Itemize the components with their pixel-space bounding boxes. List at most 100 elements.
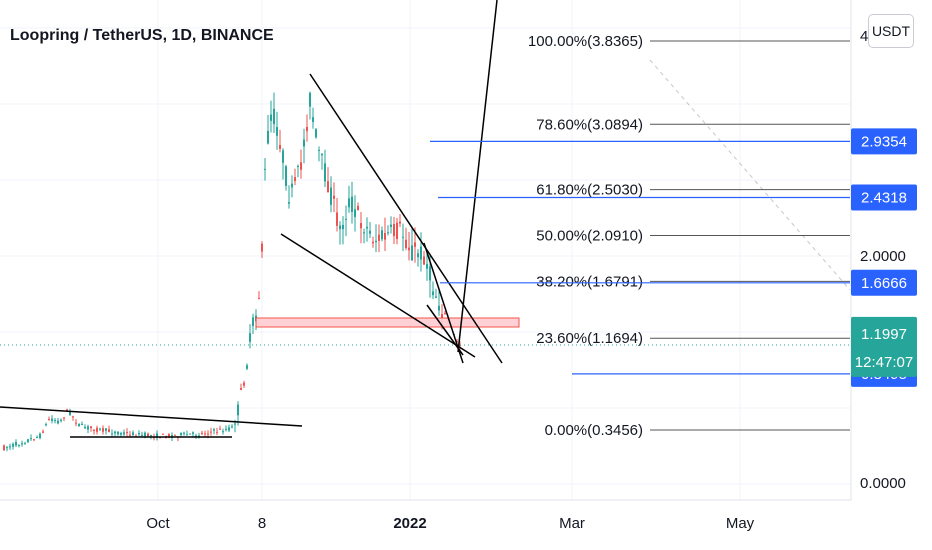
candle-body — [363, 232, 365, 234]
candle-body — [9, 446, 11, 448]
candle-body — [456, 340, 458, 343]
candle-body — [219, 428, 221, 430]
candle-body — [225, 428, 227, 430]
candle-body — [432, 291, 434, 296]
candle-body — [213, 429, 215, 431]
price-lines — [430, 140, 850, 375]
candle-body — [54, 420, 56, 422]
time-axis-tick-label: Oct — [146, 515, 170, 532]
candle-body — [114, 431, 116, 434]
inner-wedge-upper-line — [423, 242, 464, 364]
candle-body — [105, 428, 107, 431]
candle-body — [324, 163, 326, 182]
candle-body — [237, 404, 239, 416]
price-line-badge — [851, 128, 917, 155]
candle-body — [273, 108, 275, 125]
candle-body — [21, 443, 23, 445]
fib-level-label: 78.60%(3.0894) — [536, 116, 643, 133]
candle-body — [414, 242, 416, 247]
candle-body — [303, 139, 305, 147]
candle-body — [36, 437, 38, 439]
candle-body — [396, 222, 398, 239]
time-axis-tick-label: Mar — [559, 515, 585, 532]
candle-body — [12, 443, 14, 447]
current-price-label: 1.1997 — [861, 326, 907, 343]
candle-body — [366, 226, 368, 229]
candle-body — [99, 428, 101, 430]
candle-body — [312, 117, 314, 122]
candle-body — [399, 221, 401, 224]
candle-body — [192, 432, 194, 434]
candle-body — [3, 445, 5, 451]
candle-body — [72, 416, 74, 418]
candle-body — [234, 423, 236, 425]
time-axis-tick-label: 8 — [258, 515, 266, 532]
candle-body — [321, 153, 323, 156]
candle-body — [381, 230, 383, 240]
candle-body — [261, 243, 263, 252]
candle-body — [297, 165, 299, 167]
currency-selector[interactable]: USDT — [868, 14, 914, 48]
candle-body — [348, 198, 350, 208]
candle-body — [66, 409, 68, 412]
candle-body — [48, 418, 50, 420]
candle-body — [198, 435, 200, 437]
wedge-upper-line — [309, 73, 503, 364]
candle-body — [33, 439, 35, 441]
price-line-badge — [851, 184, 917, 211]
candle-body — [429, 266, 431, 281]
candle-body — [195, 435, 197, 437]
candle-body — [252, 317, 254, 327]
candle-body — [156, 433, 158, 439]
candle-body — [279, 144, 281, 149]
candle-body — [93, 429, 95, 431]
candle-body — [438, 305, 440, 311]
candle-body — [390, 224, 392, 227]
candle-body — [81, 423, 83, 425]
candle-body — [360, 223, 362, 229]
candle-body — [63, 417, 65, 419]
candle-body — [339, 225, 341, 230]
candle-body — [441, 314, 443, 319]
candle-body — [387, 232, 389, 234]
candle-body — [378, 234, 380, 241]
fib-level-label: 50.00%(2.0910) — [536, 228, 643, 245]
fib-level-label: 38.20%(1.6791) — [536, 273, 643, 290]
candle-body — [318, 149, 320, 151]
candle-body — [144, 432, 146, 437]
fibonacci-retracement[interactable]: 100.00%(3.8365) 78.60%(3.0894) 61.80%(2.50… — [528, 33, 850, 439]
candle-body — [39, 433, 41, 439]
candle-body — [249, 333, 251, 342]
inner-wedge-lower-line — [426, 304, 464, 356]
candle-body — [45, 424, 47, 426]
candle-body — [306, 126, 308, 132]
fib-level-label: 0.00%(0.3456) — [545, 422, 643, 439]
candle-body — [216, 431, 218, 433]
time-axis[interactable]: Oct 8 2022 Mar May — [0, 499, 851, 532]
candle-body — [222, 431, 224, 433]
candle-body — [354, 209, 356, 217]
candle-body — [186, 434, 188, 436]
candle-body — [342, 224, 344, 230]
candle-body — [372, 241, 374, 244]
candle-body — [60, 419, 62, 421]
fib-level-label: 61.80%(2.5030) — [536, 182, 643, 199]
candle-body — [369, 230, 371, 234]
candle-body — [426, 263, 428, 269]
candle-body — [87, 426, 89, 430]
candle-body — [276, 127, 278, 136]
candle-body — [288, 202, 290, 204]
time-axis-tick-label: 2022 — [393, 515, 426, 532]
candle-body — [84, 426, 86, 429]
candle-body — [69, 411, 71, 416]
candle-body — [180, 433, 182, 435]
price-line-badge-label: 2.9354 — [861, 133, 907, 150]
candle-body — [27, 439, 29, 442]
candle-body — [282, 150, 284, 163]
candle-body — [162, 433, 164, 435]
candle-body — [309, 92, 311, 107]
candle-body — [285, 166, 287, 187]
price-axis[interactable]: 42.00000.00002.93542.43181.66660.84951.1… — [850, 0, 917, 500]
candle-body — [168, 434, 170, 437]
